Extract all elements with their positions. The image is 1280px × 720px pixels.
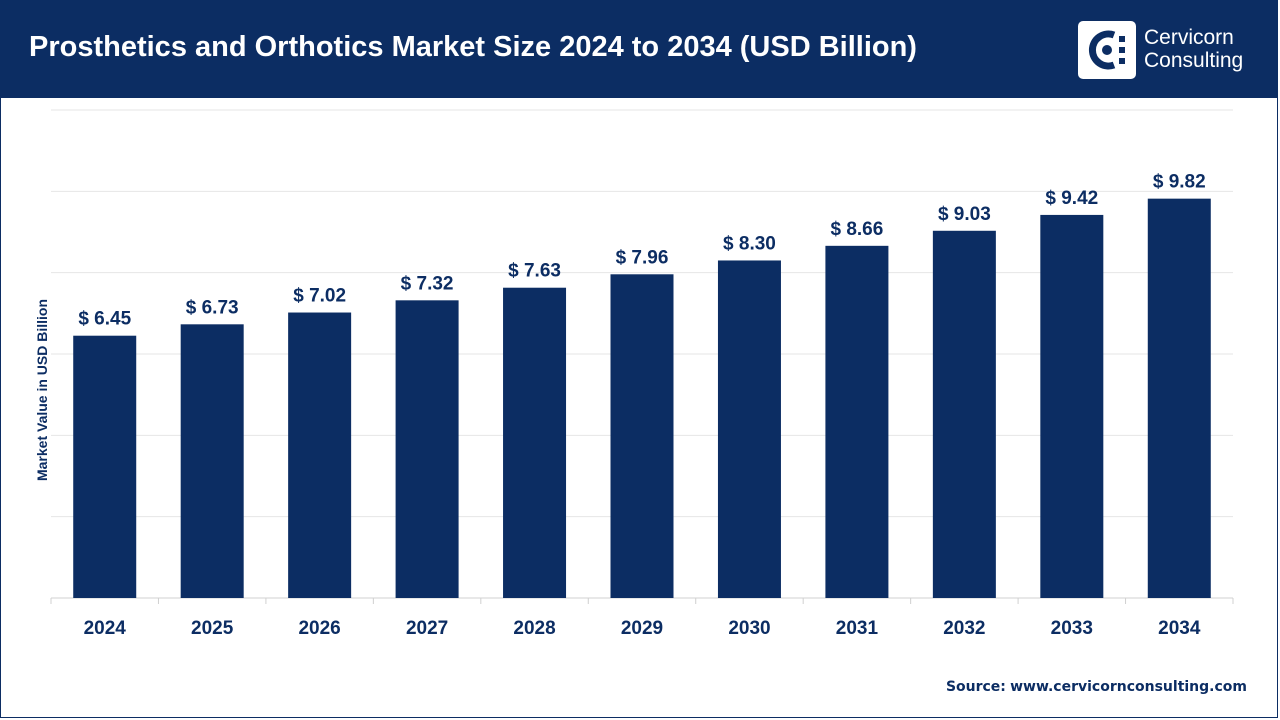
x-tick-label-2028: 2028 [513, 618, 555, 639]
header-banner: Prosthetics and Orthotics Market Size 20… [1, 1, 1277, 98]
data-label-2033: $ 9.42 [1045, 188, 1098, 209]
data-label-2031: $ 8.66 [830, 219, 883, 240]
x-tick-label-2032: 2032 [943, 618, 985, 639]
bar-2026 [288, 312, 352, 598]
x-tick-label-2034: 2034 [1158, 618, 1201, 639]
bars [73, 198, 1211, 599]
bar-2034 [1147, 198, 1211, 599]
x-tick-label-2030: 2030 [728, 618, 770, 639]
x-tick-label-2033: 2033 [1051, 618, 1093, 639]
data-label-2025: $ 6.73 [186, 297, 239, 318]
brand-name-line2: Consulting [1144, 49, 1244, 72]
data-label-2024: $ 6.45 [78, 309, 131, 330]
bar-chart: $ 6.45 $ 6.73 $ 7.02 $ 7.32 $ 7.63 $ 7.96 $ 8.… [34, 109, 1234, 639]
x-tick-label-2025: 2025 [191, 618, 234, 639]
source-note: Source: www.cervicornconsulting.com [946, 678, 1247, 695]
bar-2025 [180, 324, 244, 598]
source-url: www.cervicornconsulting.com [1010, 679, 1247, 695]
data-label-2030: $ 8.30 [723, 233, 776, 254]
y-axis-label: Market Value in USD Billion [34, 299, 50, 481]
data-labels: $ 6.45 $ 6.73 $ 7.02 $ 7.32 $ 7.63 $ 7.96 $ 8.… [78, 172, 1205, 330]
x-tick-label-2024: 2024 [84, 618, 127, 639]
data-label-2026: $ 7.02 [293, 286, 346, 307]
brand-name: Cervicorn Consulting [1144, 26, 1243, 72]
bar-2030 [717, 260, 781, 598]
bar-2029 [610, 274, 674, 598]
bar-2031 [825, 245, 889, 598]
bar-2024 [73, 335, 137, 598]
x-tick-label-2027: 2027 [406, 618, 448, 639]
data-label-2032: $ 9.03 [938, 204, 991, 225]
data-label-2029: $ 7.96 [616, 247, 669, 268]
data-label-2027: $ 7.32 [401, 273, 454, 294]
bar-2027 [395, 300, 459, 598]
x-tick-label-2031: 2031 [836, 618, 879, 639]
bar-2033 [1040, 214, 1104, 599]
x-tick-label-2026: 2026 [298, 618, 340, 639]
x-tick-label-2029: 2029 [621, 618, 663, 639]
x-tick-labels: 2024 2025 2026 2027 2028 2029 2030 2031 2032 2033… [84, 618, 1201, 639]
data-label-2028: $ 7.63 [508, 261, 561, 282]
cervicorn-logo-icon [1078, 21, 1136, 79]
source-label: Source: [945, 679, 1006, 695]
chart-title: Prosthetics and Orthotics Market Size 20… [29, 31, 917, 63]
bar-2032 [932, 230, 996, 598]
bar-2028 [503, 287, 567, 598]
data-label-2034: $ 9.82 [1153, 172, 1206, 193]
brand-name-line1: Cervicorn [1144, 26, 1234, 49]
